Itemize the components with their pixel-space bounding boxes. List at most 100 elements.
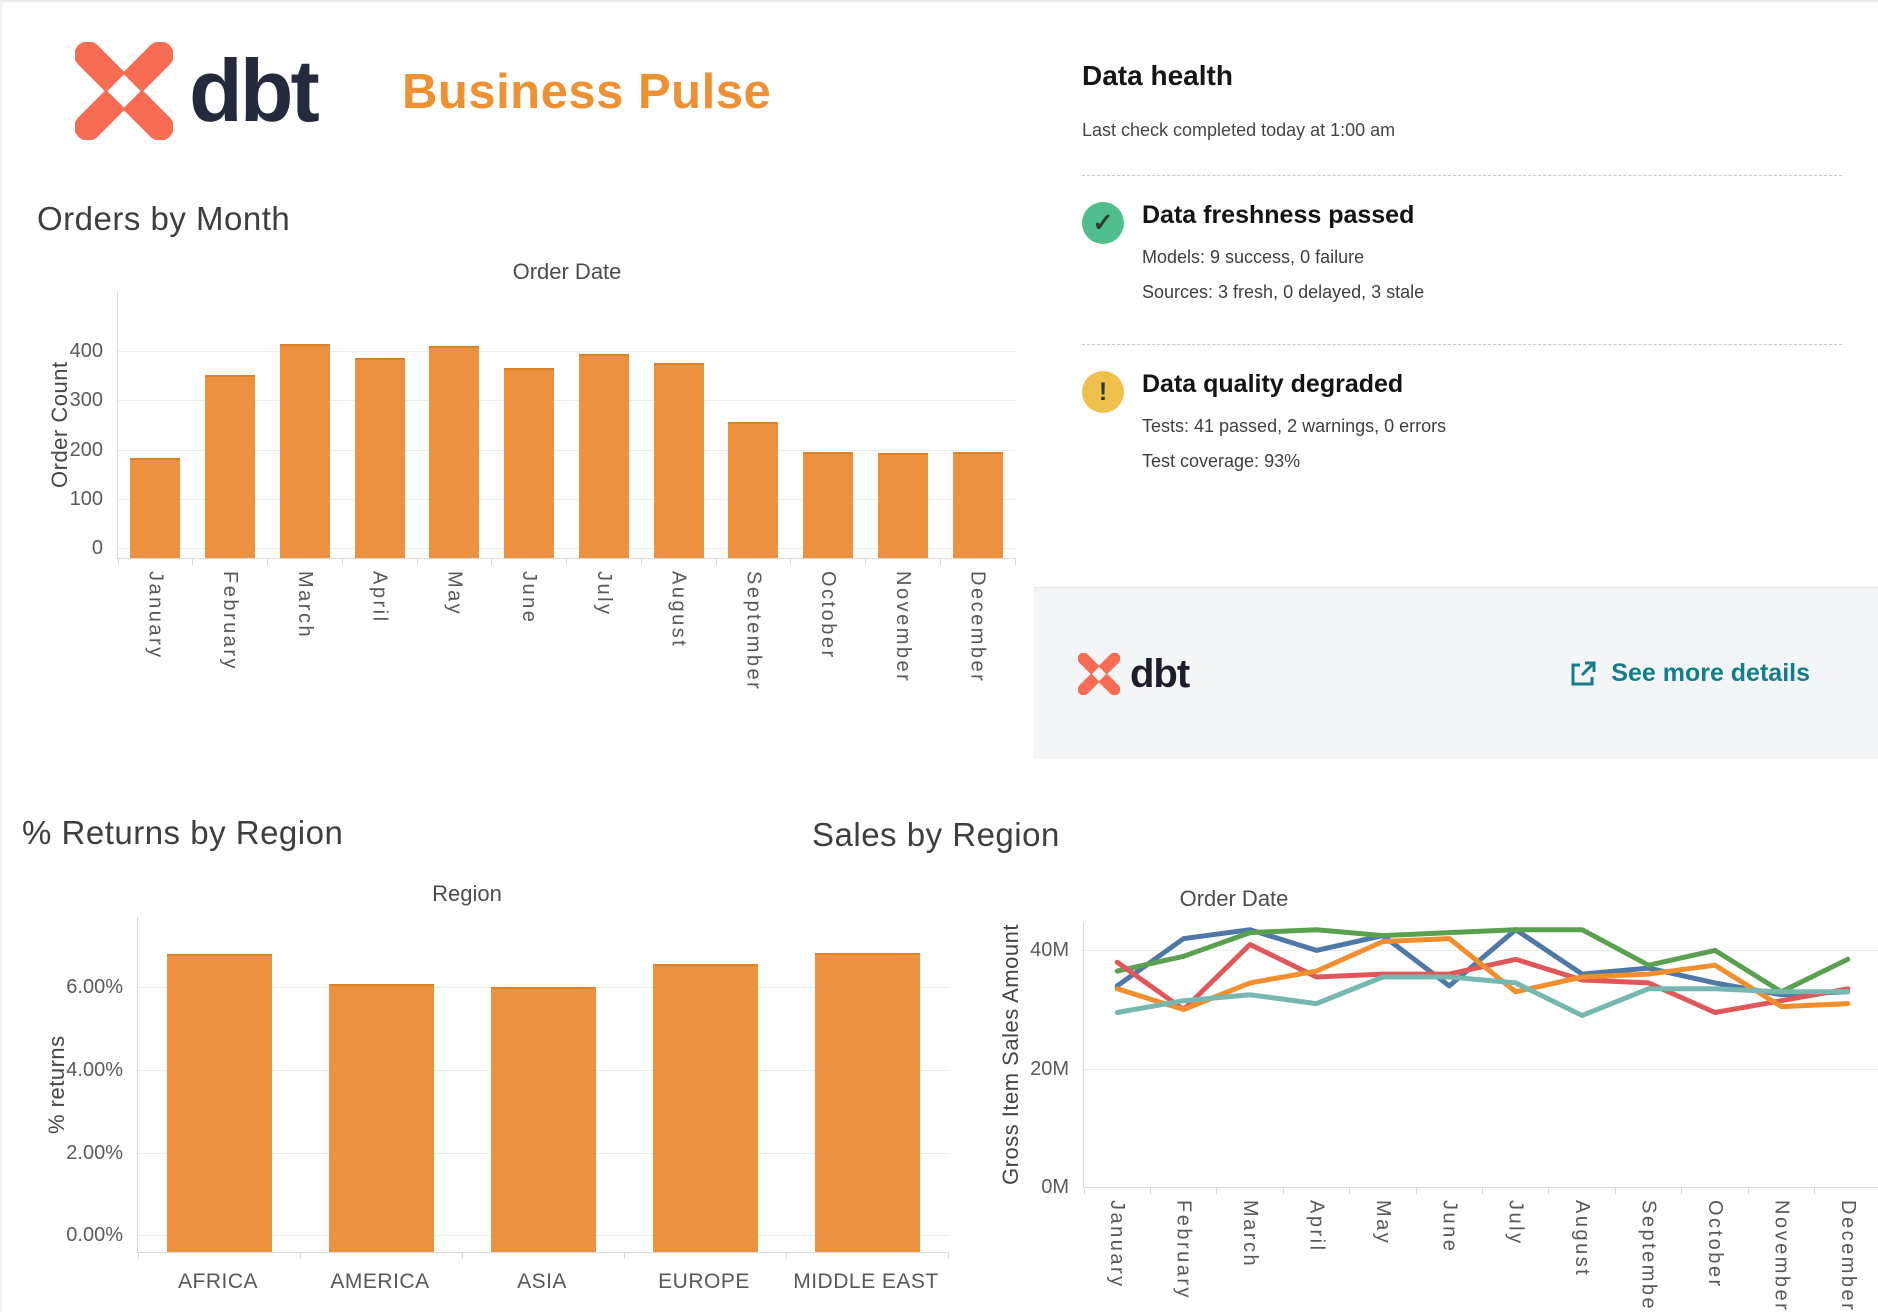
x-axis-tick (790, 558, 792, 565)
bar-february[interactable] (205, 375, 256, 558)
dbt-logo-small: dbt (1078, 651, 1190, 696)
dashed-divider (1082, 344, 1842, 345)
bar-asia[interactable] (490, 986, 596, 1252)
y-tick-label: 2.00% (66, 1141, 123, 1164)
y-axis-label: % returns (44, 1035, 69, 1134)
page-title: Business Pulse (402, 65, 772, 119)
bar-january[interactable] (130, 458, 181, 558)
sources-status: Sources: 3 fresh, 0 delayed, 3 stale (1142, 282, 1425, 302)
external-link-icon (1571, 661, 1596, 685)
models-status: Models: 9 success, 0 failure (1142, 247, 1365, 267)
data-freshness-title: Data freshness passed (1142, 201, 1415, 229)
line-blue[interactable] (1114, 927, 1851, 998)
x-category-label: July (1504, 1200, 1527, 1246)
y-tick-label: 300 (69, 389, 103, 412)
bar-america[interactable] (328, 984, 434, 1252)
bar-middle-east[interactable] (814, 953, 920, 1252)
tests-status: Tests: 41 passed, 2 warnings, 0 errors (1142, 416, 1447, 436)
dbt-wordmark: dbt (189, 41, 320, 140)
bar-europe[interactable] (652, 963, 758, 1252)
x-category-label: December (1836, 1200, 1859, 1312)
x-axis-tick (865, 558, 866, 565)
bar-june[interactable] (504, 367, 555, 558)
test-coverage: Test coverage: 93% (1142, 451, 1301, 471)
bar-september[interactable] (728, 421, 779, 558)
x-axis-tick (491, 558, 493, 565)
sales-by-region-chart: Order Date Gross Item Sales Amount 0M 20M 40… (902, 860, 1878, 1312)
x-category-label: November (1770, 1200, 1793, 1312)
x-category-label: July (592, 571, 615, 617)
x-axis-tick (1415, 1187, 1417, 1194)
y-tick-label: 0 (91, 537, 103, 560)
line-orange[interactable] (1114, 936, 1851, 1012)
bar-december[interactable] (952, 451, 1003, 558)
plot-area (137, 917, 949, 1259)
bar-march[interactable] (279, 344, 330, 558)
y-tick-label: 40M (1030, 939, 1069, 962)
data-health-subtitle: Last check completed today at 1:00 am (1082, 120, 1396, 140)
returns-by-region-title: % Returns by Region (22, 814, 344, 851)
x-category-label: April (1305, 1200, 1328, 1253)
gridline (118, 548, 1015, 550)
x-axis-tick (117, 558, 119, 565)
see-more-details-link[interactable]: See more details (1569, 659, 1810, 688)
x-axis-tick (947, 1252, 949, 1259)
bar-africa[interactable] (166, 954, 272, 1252)
x-axis-tick (623, 1252, 625, 1259)
gridline (118, 449, 1015, 451)
x-category-label: EUROPE (658, 1270, 750, 1293)
x-category-label: AFRICA (177, 1270, 258, 1293)
gridline (118, 498, 1015, 500)
data-freshness-item: ✓ Data freshness passed Models: 9 succes… (1082, 200, 1842, 316)
x-axis-tick (785, 1252, 787, 1259)
gridline (1084, 1068, 1878, 1070)
line-green[interactable] (1114, 927, 1851, 995)
y-tick-label: 100 (69, 487, 103, 510)
sales-by-region-title: Sales by Region (812, 816, 1060, 853)
bar-may[interactable] (429, 345, 480, 558)
x-category-label: December (966, 571, 989, 684)
x-axis-tick (137, 1252, 139, 1259)
x-axis-tick (1149, 1187, 1151, 1194)
dbt-wordmark-small: dbt (1130, 651, 1190, 696)
dbt-logo: dbt (75, 41, 320, 140)
x-category-label: November (891, 571, 914, 684)
x-axis-tick (640, 558, 642, 565)
gridline (118, 351, 1015, 353)
bar-august[interactable] (653, 363, 704, 558)
chart-axis-title: Order Date (512, 259, 622, 284)
bar-october[interactable] (803, 451, 854, 558)
bar-april[interactable] (354, 357, 405, 558)
bar-july[interactable] (578, 353, 629, 558)
x-category-label: October (817, 571, 840, 660)
x-category-label: AMERICA (330, 1270, 430, 1293)
warning-icon: ! (1082, 371, 1124, 413)
returns-by-region-chart: Region % returns 0.00% 2.00% 4.00% 6.00% AFRIC… (22, 857, 962, 1312)
y-tick-label: 4.00% (66, 1059, 123, 1082)
data-health-panel: Data health Last check completed today a… (1082, 60, 1842, 513)
x-axis-tick (1014, 558, 1016, 565)
x-category-label: June (1438, 1200, 1461, 1254)
x-category-label: April (368, 571, 391, 624)
y-tick-label: 400 (69, 340, 103, 363)
chart-axis-title: Order Date (1179, 886, 1289, 911)
x-category-label: September (742, 571, 765, 692)
see-more-details-label: See more details (1611, 659, 1810, 687)
x-category-label: January (144, 571, 167, 660)
dashed-divider (1082, 175, 1842, 176)
x-category-label: October (1703, 1200, 1726, 1289)
dbt-logo-icon (75, 42, 173, 140)
x-axis-tick (939, 558, 941, 565)
x-category-label: June (518, 571, 541, 625)
x-axis-tick (341, 558, 343, 565)
line-teal[interactable] (1114, 974, 1851, 1018)
x-axis-tick (1814, 1187, 1816, 1194)
x-axis-tick (1681, 1187, 1683, 1194)
x-category-label: March (1239, 1200, 1262, 1269)
data-health-title: Data health (1082, 60, 1233, 91)
bar-november[interactable] (877, 452, 928, 558)
y-tick-label: 6.00% (66, 976, 123, 999)
x-axis-tick (416, 558, 418, 565)
orders-by-month-chart: Order Date Order Count 0 100 200 300 400 Januar… (37, 247, 1037, 807)
